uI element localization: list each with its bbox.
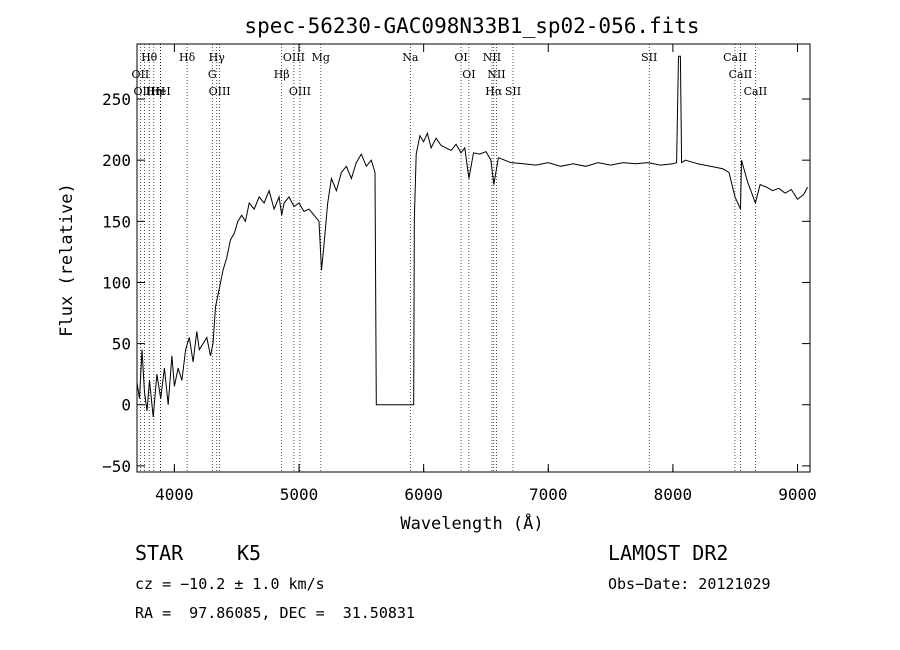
spectral-line-label: Hθ — [141, 51, 158, 64]
spectral-line-label: Na — [402, 51, 419, 64]
spectral-line-label: Mg — [312, 51, 330, 64]
y-axis-label: Flux (relative) — [57, 183, 77, 337]
spectral-line-label: Hγ — [209, 51, 226, 64]
x-tick-label: 9000 — [778, 485, 817, 504]
spectral-line-label: SII — [505, 85, 521, 98]
spectral-line-label: OII — [132, 68, 150, 81]
spectral-line-label: CaII — [723, 51, 747, 64]
x-tick-label: 7000 — [529, 485, 568, 504]
plot-frame — [136, 43, 811, 473]
x-axis-label: Wavelength (Å) — [400, 512, 543, 534]
y-tick-label: 0 — [121, 396, 131, 415]
x-tick-label: 8000 — [654, 485, 693, 504]
spectral-line-label: G — [208, 68, 217, 81]
spectral-line-label: H — [156, 85, 166, 98]
spectrum-line — [136, 55, 808, 418]
x-tick-label: 4000 — [155, 485, 194, 504]
spectral-line-label: OI — [462, 68, 475, 81]
spectral-line-label: Hη — [146, 85, 162, 98]
y-tick-label: 100 — [102, 273, 131, 292]
redshift-text: cz = −10.2 ± 1.0 km/s — [135, 575, 325, 593]
y-tick-label: 50 — [112, 335, 131, 354]
observation-date: Obs−Date: 20121029 — [608, 575, 771, 593]
object-subclass: K5 — [237, 541, 262, 565]
object-class: STAR — [135, 541, 184, 565]
x-tick-label: 5000 — [280, 485, 319, 504]
spectral-line-label: CaII — [744, 85, 768, 98]
x-tick-label: 6000 — [404, 485, 443, 504]
spectral-line-label: Hα — [485, 85, 503, 98]
spectral-line-label: OIII — [209, 85, 231, 98]
y-tick-label: 250 — [102, 90, 131, 109]
spectral-line-label: OI — [454, 51, 467, 64]
spectral-line-label: NII — [487, 68, 505, 81]
spectral-line-label: SII — [641, 51, 657, 64]
spectral-line-label: OIII — [283, 51, 305, 64]
survey-name: LAMOST DR2 — [608, 541, 729, 565]
spectral-line-label: OIII — [133, 85, 155, 98]
spectral-line-label: OIII — [289, 85, 311, 98]
axis-ticks: 4000 5000 6000 7000 8000 9000 −50 0 50 100 150 200 2… — [102, 44, 817, 504]
coordinates-text: RA = 97.86085, DEC = 31.50831 — [135, 604, 415, 622]
y-tick-label: 150 — [102, 212, 131, 231]
y-tick-label: 200 — [102, 151, 131, 170]
spectral-line-label: HeI — [150, 85, 170, 98]
spectral-line-label: CaII — [729, 68, 753, 81]
spectral-line-label: Hδ — [179, 51, 196, 64]
chart-title: spec-56230-GAC098N33B1_sp02-056.fits — [244, 14, 699, 38]
spectral-line-label: Hβ — [274, 68, 290, 81]
y-tick-label: −50 — [102, 457, 131, 476]
spectral-line-label: NII — [483, 51, 501, 64]
